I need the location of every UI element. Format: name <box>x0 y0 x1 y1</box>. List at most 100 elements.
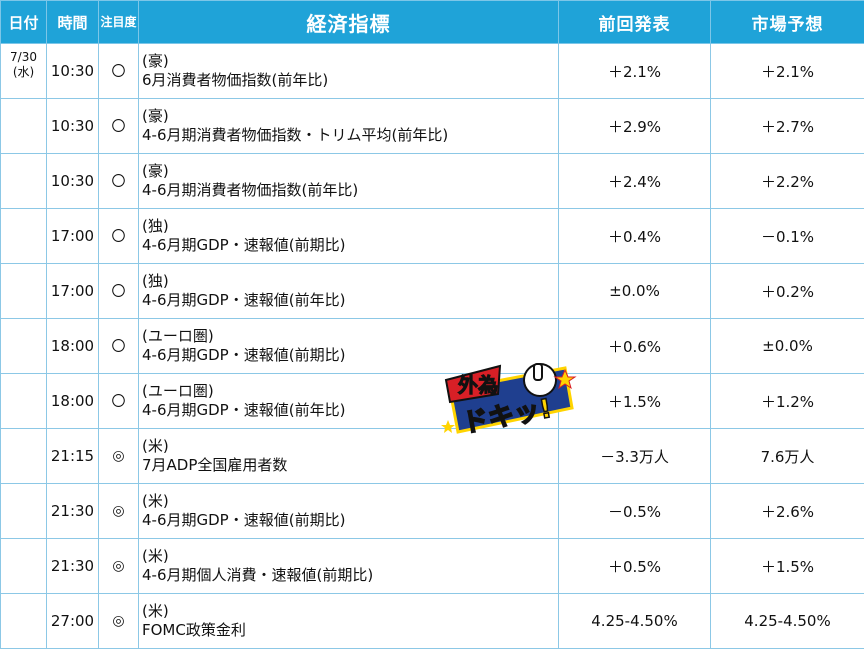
time-cell: 21:15 <box>47 429 99 484</box>
previous-value: ±0.0% <box>559 264 711 319</box>
indicator-cell: (米)4-6月期個人消費・速報値(前期比) <box>139 539 559 594</box>
header-row: 日付 時間 注目度 経済指標 前回発表 市場予想 <box>1 1 864 44</box>
svg-text:外為: 外為 <box>458 373 498 397</box>
indicator-cell: (豪)4-6月期消費者物価指数(前年比) <box>139 154 559 209</box>
indicator-name: 4-6月期GDP・速報値(前年比) <box>142 291 558 310</box>
date-cell <box>1 209 47 264</box>
indicator-name: 4-6月期消費者物価指数・トリム平均(前年比) <box>142 126 558 145</box>
previous-value: －3.3万人 <box>559 429 711 484</box>
previous-value: ＋0.5% <box>559 539 711 594</box>
attention-mark: 〇 <box>99 264 139 319</box>
attention-mark: 〇 <box>99 319 139 374</box>
date-cell <box>1 99 47 154</box>
forecast-value: ＋1.5% <box>711 539 864 594</box>
attention-mark: 〇 <box>99 374 139 429</box>
forecast-value: ±0.0% <box>711 319 864 374</box>
weekday-text: (水) <box>1 65 46 80</box>
indicator-cell: (独)4-6月期GDP・速報値(前期比) <box>139 209 559 264</box>
table-row: 21:30◎(米)4-6月期GDP・速報値(前期比)－0.5%＋2.6% <box>1 484 864 539</box>
forecast-value: ＋2.6% <box>711 484 864 539</box>
indicator-region: (米) <box>142 602 558 621</box>
forecast-value: 7.6万人 <box>711 429 864 484</box>
attention-mark: ◎ <box>99 429 139 484</box>
forecast-value: 4.25-4.50% <box>711 594 864 649</box>
date-cell <box>1 154 47 209</box>
date-cell <box>1 264 47 319</box>
previous-value: ＋1.5% <box>559 374 711 429</box>
attention-mark: ◎ <box>99 484 139 539</box>
time-cell: 21:30 <box>47 484 99 539</box>
previous-value: ＋2.1% <box>559 44 711 99</box>
forecast-value: ＋0.2% <box>711 264 864 319</box>
indicator-name: 4-6月期GDP・速報値(前期比) <box>142 511 558 530</box>
attention-mark: 〇 <box>99 44 139 99</box>
indicator-region: (独) <box>142 272 558 291</box>
time-cell: 18:00 <box>47 374 99 429</box>
header-date: 日付 <box>1 1 47 44</box>
indicator-name: 6月消費者物価指数(前年比) <box>142 71 558 90</box>
header-time: 時間 <box>47 1 99 44</box>
attention-mark: 〇 <box>99 209 139 264</box>
date-cell <box>1 319 47 374</box>
previous-value: －0.5% <box>559 484 711 539</box>
forecast-value: ＋2.7% <box>711 99 864 154</box>
date-cell <box>1 374 47 429</box>
attention-mark: 〇 <box>99 99 139 154</box>
date-cell <box>1 594 47 649</box>
previous-value: ＋2.9% <box>559 99 711 154</box>
time-cell: 10:30 <box>47 154 99 209</box>
forecast-value: ＋1.2% <box>711 374 864 429</box>
indicator-name: 4-6月期個人消費・速報値(前期比) <box>142 566 558 585</box>
date-cell <box>1 484 47 539</box>
previous-value: ＋0.6% <box>559 319 711 374</box>
header-forecast: 市場予想 <box>711 1 864 44</box>
attention-mark: ◎ <box>99 539 139 594</box>
forecast-value: ＋2.2% <box>711 154 864 209</box>
time-cell: 10:30 <box>47 99 99 154</box>
forecast-value: －0.1% <box>711 209 864 264</box>
indicator-region: (豪) <box>142 107 558 126</box>
time-cell: 10:30 <box>47 44 99 99</box>
thumbs-up-icon <box>524 364 556 396</box>
indicator-name: 7月ADP全国雇用者数 <box>142 456 558 475</box>
time-cell: 17:00 <box>47 209 99 264</box>
date-cell <box>1 539 47 594</box>
time-cell: 18:00 <box>47 319 99 374</box>
attention-mark: ◎ <box>99 594 139 649</box>
fx-dokit-logo: 外為 ドキッ! <box>440 350 580 450</box>
indicator-region: (豪) <box>142 52 558 71</box>
indicator-region: (米) <box>142 492 558 511</box>
previous-value: 4.25-4.50% <box>559 594 711 649</box>
table-row: 21:30◎(米)4-6月期個人消費・速報値(前期比)＋0.5%＋1.5% <box>1 539 864 594</box>
header-previous: 前回発表 <box>559 1 711 44</box>
time-cell: 21:30 <box>47 539 99 594</box>
indicator-cell: (豪)4-6月期消費者物価指数・トリム平均(前年比) <box>139 99 559 154</box>
indicator-name: 4-6月期GDP・速報値(前期比) <box>142 236 558 255</box>
indicator-cell: (米)FOMC政策金利 <box>139 594 559 649</box>
indicator-cell: (豪)6月消費者物価指数(前年比) <box>139 44 559 99</box>
indicator-region: (ユーロ圏) <box>142 327 558 346</box>
time-cell: 17:00 <box>47 264 99 319</box>
attention-mark: 〇 <box>99 154 139 209</box>
header-indicator: 経済指標 <box>139 1 559 44</box>
previous-value: ＋2.4% <box>559 154 711 209</box>
indicator-name: FOMC政策金利 <box>142 621 558 640</box>
time-cell: 27:00 <box>47 594 99 649</box>
forecast-value: ＋2.1% <box>711 44 864 99</box>
indicator-region: (独) <box>142 217 558 236</box>
previous-value: ＋0.4% <box>559 209 711 264</box>
indicator-cell: (独)4-6月期GDP・速報値(前年比) <box>139 264 559 319</box>
indicator-cell: (米)4-6月期GDP・速報値(前期比) <box>139 484 559 539</box>
indicator-region: (米) <box>142 547 558 566</box>
date-cell <box>1 429 47 484</box>
